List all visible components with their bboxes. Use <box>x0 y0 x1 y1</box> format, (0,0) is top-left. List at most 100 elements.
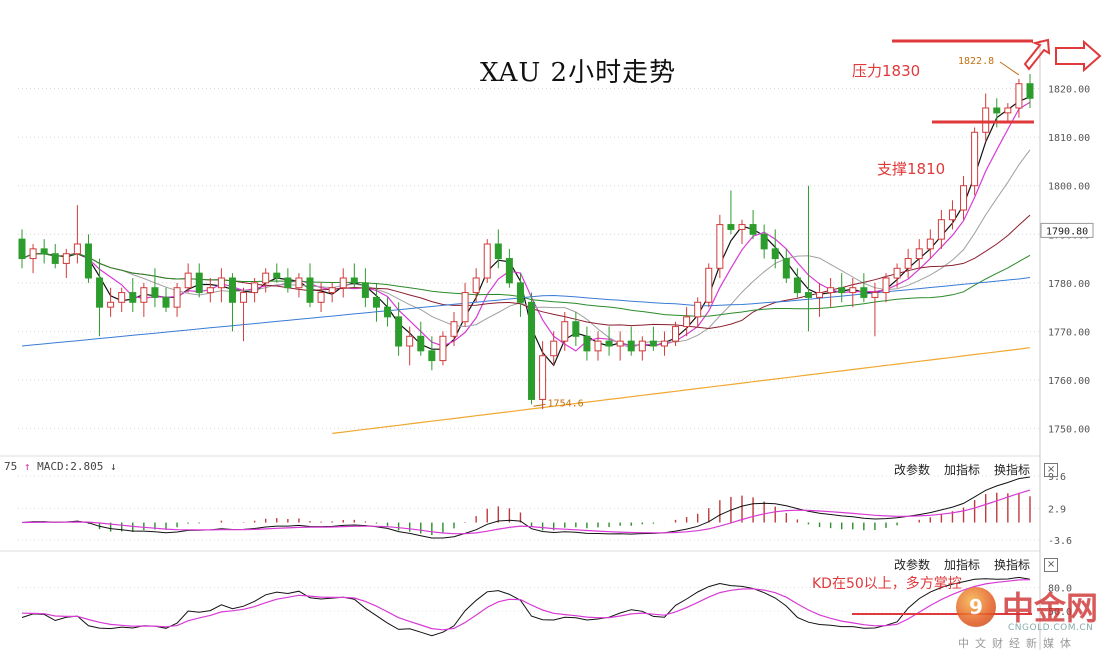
macd-prefix: 75 <box>4 460 18 473</box>
ma-line <box>21 214 1031 330</box>
support-annotation: 支撑1810 <box>877 160 946 178</box>
logo-mark-icon: 9 <box>956 587 996 627</box>
candle-body <box>838 287 846 294</box>
candle-body <box>273 272 281 279</box>
candle-body <box>62 253 70 264</box>
macd-switch-indicator-button[interactable]: 换指标 <box>994 463 1031 477</box>
macd-close-icon[interactable]: × <box>1044 462 1059 477</box>
low-price-marker: 1754.6 <box>548 398 584 409</box>
candle-body <box>561 321 569 342</box>
y-tick-label: 1750.00 <box>1048 425 1090 436</box>
candle-body <box>317 292 325 303</box>
candle-body <box>649 340 657 347</box>
candle-body <box>583 335 591 352</box>
low-marker-leader <box>533 403 546 407</box>
candle-body <box>295 277 303 289</box>
macd-add-indicator-button[interactable]: 加指标 <box>944 463 981 477</box>
high-price-marker: 1822.8 <box>958 56 994 67</box>
macd-value: MACD:2.805 <box>37 460 104 473</box>
candle-body <box>926 238 934 250</box>
ma-line <box>21 101 1031 352</box>
resistance-annotation: 压力1830 <box>852 62 921 80</box>
candle-body <box>683 316 691 328</box>
kd-switch-indicator-button[interactable]: 换指标 <box>994 558 1031 572</box>
macd-edit-params-button[interactable]: 改参数 <box>894 463 931 477</box>
candle-body <box>428 350 436 362</box>
y-tick-label: 1770.00 <box>1048 327 1090 338</box>
kd-close-icon[interactable]: × <box>1044 557 1059 572</box>
candle-body <box>29 248 37 260</box>
kd-edit-params-button[interactable]: 改参数 <box>894 558 931 572</box>
candle-body <box>550 340 558 357</box>
kd-k-line <box>21 576 1031 637</box>
y-tick-label: 1820.00 <box>1048 85 1090 96</box>
candle-body <box>84 243 92 279</box>
arrow-right-icon <box>1055 39 1102 73</box>
candle-body <box>882 277 890 294</box>
y-tick-label: 1810.00 <box>1048 133 1090 144</box>
candle-body <box>716 224 724 269</box>
candle-body <box>395 316 403 347</box>
kd-tick-label: 80.0 <box>1048 584 1072 595</box>
ma-line <box>332 347 1031 434</box>
candle-body <box>771 248 779 260</box>
candle-body <box>638 340 646 352</box>
logo-sub: 中文财经新媒体 <box>958 637 1077 650</box>
candle-body <box>173 287 181 308</box>
chart-title: XAU 2小时走势 <box>480 58 677 88</box>
candle-body <box>306 277 314 303</box>
candle-body <box>871 292 879 298</box>
candle-body <box>804 292 812 298</box>
ma-line <box>21 277 1031 347</box>
candle-body <box>339 277 347 289</box>
candle-body <box>971 131 979 187</box>
candle-body <box>372 296 380 308</box>
candle-body <box>539 355 547 400</box>
arrow-up-icon: ↑ <box>23 460 31 473</box>
candle-body <box>505 258 513 284</box>
candle-body <box>572 321 580 337</box>
candle-body <box>217 277 225 289</box>
y-tick-label: 1780.00 <box>1048 279 1090 290</box>
macd-tick-label: 2.9 <box>1048 504 1066 515</box>
candle-body <box>982 107 990 133</box>
candle-body <box>893 267 901 279</box>
kd-tick-label: 50.0 <box>1048 607 1072 618</box>
arrow-down-icon: ↓ <box>109 460 117 473</box>
candle-body <box>860 287 868 298</box>
candle-body <box>450 321 458 337</box>
candle-body <box>948 209 956 221</box>
candle-body <box>262 272 270 284</box>
last-price-box <box>1040 222 1094 238</box>
candle-body <box>904 258 912 269</box>
candle-body <box>494 243 502 260</box>
macd-tick-label: -3.6 <box>1048 536 1072 547</box>
logo-url: CNGOLD.COM.CN <box>1008 623 1094 633</box>
candle-body <box>816 292 824 298</box>
kd-add-indicator-button[interactable]: 加指标 <box>944 558 981 572</box>
candle-body <box>361 282 369 298</box>
candle-body <box>40 248 48 255</box>
candle-body <box>1015 83 1023 109</box>
kd-toolbar: 改参数 加指标 换指标 × <box>894 556 1059 573</box>
candle-body <box>384 306 392 318</box>
cngold-logo: 9 中金网 CNGOLD.COM.CN 中文财经新媒体 <box>956 585 1106 655</box>
candle-body <box>627 340 635 352</box>
candle-body <box>749 224 757 235</box>
candle-body <box>915 248 923 260</box>
candle-body <box>727 224 735 230</box>
candle-body <box>483 243 491 279</box>
candle-body <box>782 258 790 279</box>
candle-body <box>184 272 192 289</box>
arrow-up-right-icon <box>1023 38 1051 71</box>
candle-body <box>73 243 81 255</box>
y-tick-label: 1760.00 <box>1048 376 1090 387</box>
candle-body <box>760 233 768 250</box>
candle-body <box>284 277 292 289</box>
candle-body <box>228 277 236 303</box>
candle-body <box>605 340 613 347</box>
candle-body <box>594 340 602 352</box>
candle-body <box>439 335 447 362</box>
candle-body <box>162 296 170 308</box>
